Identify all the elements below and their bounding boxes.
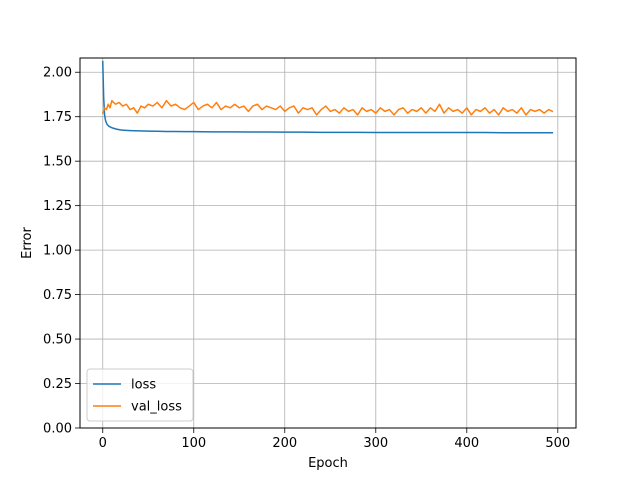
y-tick-label: 1.50 (43, 155, 72, 170)
x-tick-label: 100 (181, 436, 206, 451)
x-tick-label: 200 (272, 436, 297, 451)
x-tick-label: 300 (363, 436, 388, 451)
legend-box (86, 368, 194, 422)
legend-label: val_loss (131, 400, 182, 415)
x-tick-label: 500 (545, 436, 570, 451)
ticks: 0 100 200 300 400 500 0.00 0.25 0.50 0.75 1.00 1.25… (43, 66, 570, 451)
y-tick-label: 0.00 (43, 422, 72, 437)
series-layer (101, 60, 554, 134)
plot-frame (79, 57, 577, 429)
legend-label: loss (131, 378, 156, 393)
x-tick-label: 400 (454, 436, 479, 451)
series-line-loss (101, 60, 554, 134)
y-tick-label: 1.00 (43, 244, 72, 259)
y-tick-label: 1.25 (43, 199, 72, 214)
y-tick-label: 2.00 (43, 66, 72, 81)
y-tick-label: 0.25 (43, 377, 72, 392)
series-line-val-loss (101, 99, 554, 116)
x-axis-label: Epoch (308, 456, 348, 471)
y-tick-label: 1.75 (43, 110, 72, 125)
legend: loss val_loss (86, 368, 194, 422)
y-tick-label: 0.75 (43, 288, 72, 303)
y-tick-label: 0.50 (43, 333, 72, 348)
plot-area-background (80, 58, 576, 428)
x-tick-label: 0 (99, 436, 107, 451)
y-axis-label: Error (20, 227, 35, 259)
